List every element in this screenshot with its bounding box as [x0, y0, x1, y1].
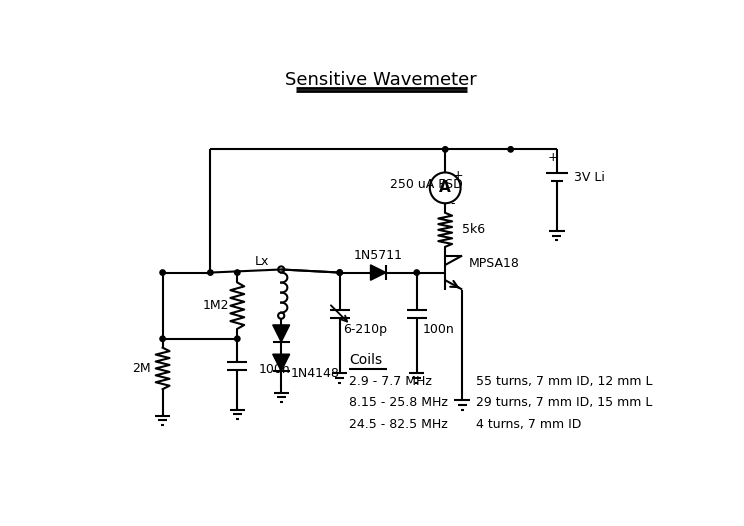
Text: A: A [440, 180, 451, 195]
Circle shape [337, 270, 342, 275]
Circle shape [414, 270, 420, 275]
Text: 1N5711: 1N5711 [353, 249, 403, 262]
Text: +: + [452, 169, 463, 182]
Text: Coils: Coils [349, 352, 382, 367]
Polygon shape [273, 354, 289, 371]
Text: 1N4148: 1N4148 [290, 367, 339, 380]
Polygon shape [371, 265, 386, 280]
Circle shape [160, 336, 165, 341]
Text: 29 turns, 7 mm ID, 15 mm L: 29 turns, 7 mm ID, 15 mm L [476, 396, 652, 409]
Text: 100n: 100n [259, 363, 291, 376]
Text: 24.5 - 82.5 MHz: 24.5 - 82.5 MHz [349, 418, 448, 431]
Circle shape [160, 270, 165, 275]
Text: 8.15 - 25.8 MHz: 8.15 - 25.8 MHz [349, 396, 448, 409]
Text: Lx: Lx [254, 255, 269, 268]
Text: -: - [451, 197, 455, 210]
Circle shape [443, 147, 448, 152]
Text: 100n: 100n [423, 323, 455, 336]
Text: MPSA18: MPSA18 [468, 257, 519, 270]
Text: 1M2: 1M2 [202, 299, 229, 312]
Circle shape [337, 270, 342, 275]
Circle shape [508, 147, 513, 152]
Text: 2M: 2M [132, 361, 150, 375]
Text: 55 turns, 7 mm ID, 12 mm L: 55 turns, 7 mm ID, 12 mm L [476, 375, 652, 388]
Text: 2.9 - 7.7 MHz: 2.9 - 7.7 MHz [349, 375, 432, 388]
Polygon shape [273, 325, 289, 342]
Text: Sensitive Wavemeter: Sensitive Wavemeter [286, 71, 477, 89]
Text: 4 turns, 7 mm ID: 4 turns, 7 mm ID [476, 418, 581, 431]
Text: 250 uA FSD: 250 uA FSD [390, 177, 463, 190]
Text: 5k6: 5k6 [462, 223, 485, 236]
Circle shape [234, 270, 240, 275]
Text: 6-210p: 6-210p [344, 323, 388, 336]
Text: 3V Li: 3V Li [574, 170, 605, 184]
Text: +: + [548, 151, 558, 164]
Circle shape [234, 336, 240, 341]
Circle shape [208, 270, 213, 275]
